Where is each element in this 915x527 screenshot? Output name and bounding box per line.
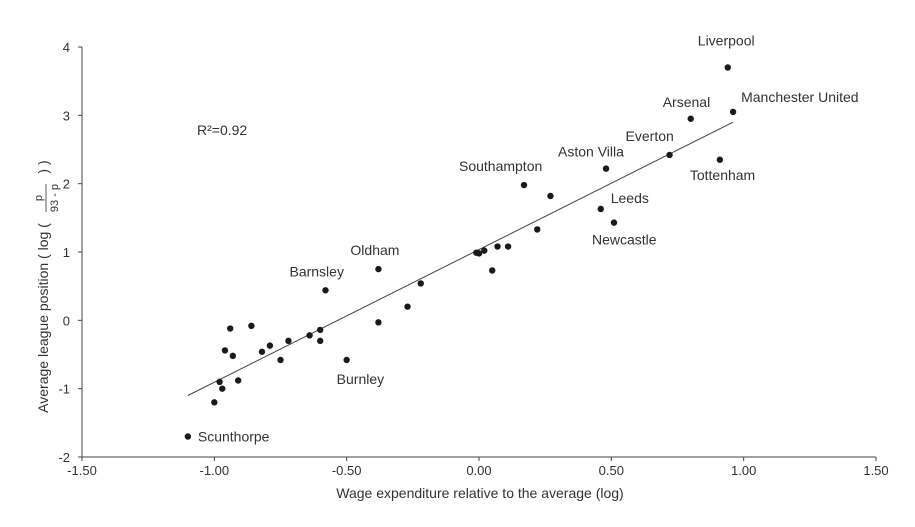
data-point xyxy=(597,205,604,213)
data-point xyxy=(375,319,382,326)
data-point xyxy=(504,243,512,250)
data-point xyxy=(724,64,731,71)
data-point xyxy=(534,226,541,233)
data-point xyxy=(375,265,382,273)
data-point xyxy=(729,108,737,116)
data-point xyxy=(520,181,528,189)
data-point xyxy=(285,337,292,345)
point-label: Scunthorpe xyxy=(198,429,270,445)
data-point xyxy=(666,151,673,159)
point-label: Tottenham xyxy=(690,167,755,183)
data-point xyxy=(473,249,480,256)
data-point xyxy=(248,322,255,329)
point-label: Oldham xyxy=(350,242,399,258)
x-tick-label: 0.50 xyxy=(599,463,624,478)
axes: -1.50 -1.00 -0.50 0.00 0.50 1.00 1.50 -2 -1 0 1 2 3 4 xyxy=(58,40,888,478)
x-tick-label: 1.50 xyxy=(863,463,888,478)
data-point xyxy=(216,378,223,386)
data-point xyxy=(258,348,266,355)
x-axis-title: Wage expenditure relative to the average… xyxy=(336,485,623,501)
data-point xyxy=(184,433,192,440)
point-label: Arsenal xyxy=(663,94,710,110)
x-tick-label: 0.00 xyxy=(466,463,491,478)
data-point xyxy=(229,352,237,360)
y-tick-label: 1 xyxy=(63,245,70,260)
data-point xyxy=(277,356,284,364)
data-point xyxy=(716,156,724,163)
x-tick-label: -0.50 xyxy=(332,463,362,478)
data-point xyxy=(322,287,329,294)
point-label: Barnsley xyxy=(289,263,343,279)
x-tick-label: -1.50 xyxy=(67,463,97,478)
point-label: Liverpool xyxy=(698,33,755,49)
y-tick-label: 0 xyxy=(63,313,70,328)
data-point xyxy=(317,326,324,334)
point-label: Everton xyxy=(626,128,674,144)
data-point xyxy=(343,356,350,364)
point-label: Manchester United xyxy=(741,89,859,105)
data-point xyxy=(227,325,234,332)
point-label: Burnley xyxy=(337,371,384,387)
data-points xyxy=(184,64,737,440)
y-tick-label: 3 xyxy=(63,108,70,123)
y-tick-label: -1 xyxy=(58,382,70,397)
x-tick-label: -1.00 xyxy=(200,463,230,478)
point-labels: Liverpool Manchester United Arsenal Everton… xyxy=(198,33,859,445)
data-point xyxy=(489,267,496,274)
data-point xyxy=(317,337,324,345)
point-label: Aston Villa xyxy=(558,144,624,160)
data-point xyxy=(219,385,226,392)
y-tick-label: -2 xyxy=(58,450,70,465)
y-tick-label: 2 xyxy=(63,177,70,192)
data-point xyxy=(687,115,694,122)
y-axis-title-main: Average league position ( log ( xyxy=(35,223,51,413)
data-point xyxy=(547,192,554,200)
data-point xyxy=(404,303,411,310)
data-point xyxy=(221,347,229,354)
y-axis-title-fraction-denominator: 93 - p xyxy=(49,184,61,212)
data-point xyxy=(266,342,274,349)
point-label: Southampton xyxy=(459,158,542,174)
y-axis-title: Average league position ( log ( p 93 - p… xyxy=(33,160,61,412)
y-axis-title-close: ) ) xyxy=(35,160,51,173)
data-point xyxy=(234,377,242,384)
data-point xyxy=(417,280,424,287)
data-point xyxy=(306,332,313,339)
point-label: Leeds xyxy=(611,190,649,206)
data-point xyxy=(494,243,501,250)
data-point xyxy=(610,219,618,226)
x-tick-label: 1.00 xyxy=(731,463,756,478)
y-axis-title-fraction-numerator: p xyxy=(33,195,45,201)
y-tick-label: 4 xyxy=(63,40,70,55)
r-squared-annotation: R²=0.92 xyxy=(197,122,247,138)
data-point xyxy=(481,247,488,254)
data-point xyxy=(602,165,610,172)
point-label: Newcastle xyxy=(592,232,657,248)
data-point xyxy=(211,399,218,406)
trendline xyxy=(187,121,734,396)
